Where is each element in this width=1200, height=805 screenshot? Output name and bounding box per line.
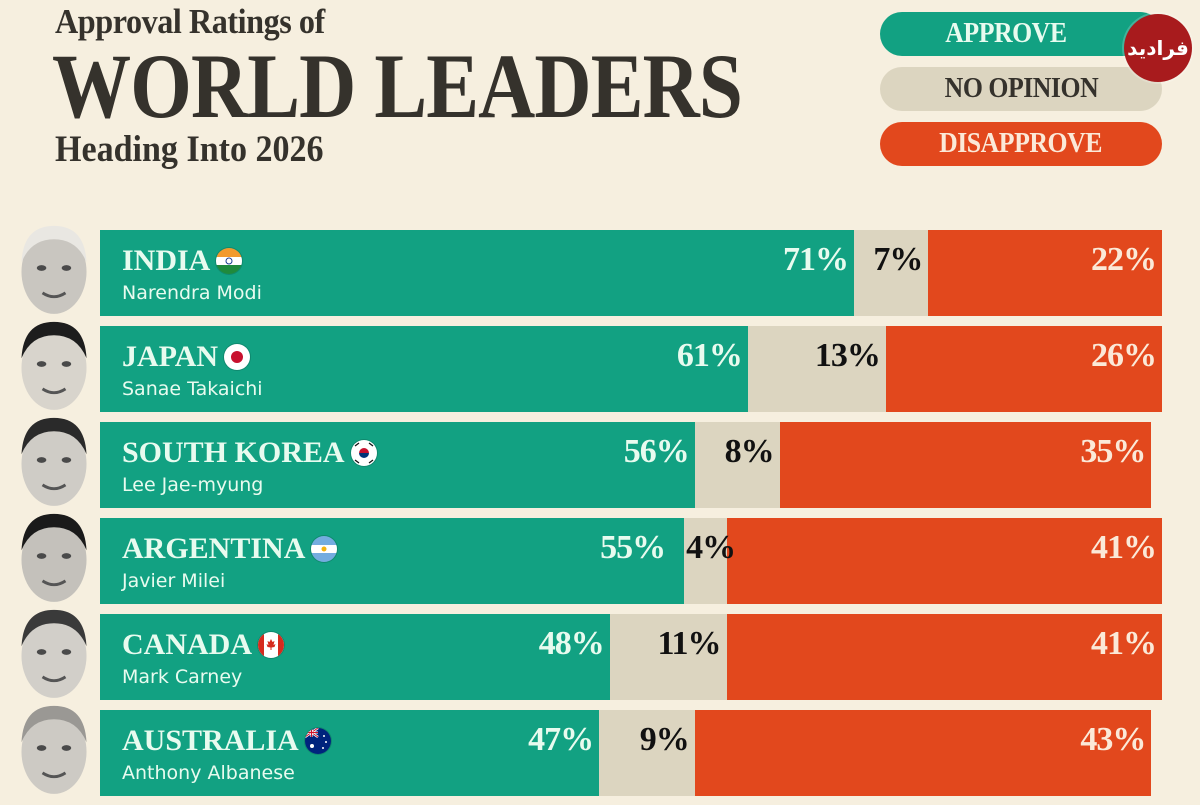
leader-name: Javier Milei bbox=[122, 570, 226, 592]
country-label: INDIA bbox=[122, 244, 211, 277]
disapprove-bar: 26% bbox=[885, 326, 1162, 412]
country-name: ARGENTINA bbox=[122, 532, 338, 566]
row-label: JAPAN Sanae Takaichi bbox=[122, 340, 263, 402]
row-label: AUSTRALIA Anthony Albanese bbox=[122, 724, 331, 786]
title-subtitle: Heading Into 2026 bbox=[55, 129, 324, 170]
no-opinion-value-label: 7% bbox=[873, 241, 923, 278]
canada-flag-icon bbox=[258, 632, 284, 658]
disapprove-bar: 22% bbox=[928, 230, 1162, 316]
bar-row-japan: 61% 13% 26% JAPAN Sanae Takaichi bbox=[100, 326, 1162, 412]
country-name: INDIA bbox=[122, 244, 262, 278]
country-name: CANADA bbox=[122, 628, 284, 662]
row-label: INDIA Narendra Modi bbox=[122, 244, 262, 306]
australia-flag-icon bbox=[304, 728, 331, 754]
no-opinion-bar: 13% bbox=[747, 326, 886, 412]
india-flag-icon bbox=[216, 248, 243, 274]
legend-disapprove-label: DISAPPROVE bbox=[939, 128, 1103, 159]
approve-bar: 56% bbox=[100, 422, 695, 508]
no-opinion-value-label: 11% bbox=[657, 625, 721, 662]
bar-row-argentina: 55% 4% 41% ARGENTINA Javier Milei bbox=[100, 518, 1162, 604]
country-label: AUSTRALIA bbox=[122, 724, 299, 757]
no-opinion-bar: 8% bbox=[694, 422, 780, 508]
no-opinion-value-label: 9% bbox=[639, 721, 690, 758]
approve-value-label: 48% bbox=[538, 625, 605, 662]
country-label: SOUTH KOREA bbox=[122, 436, 345, 469]
leader-portrait-icon bbox=[10, 696, 98, 800]
approve-value-label: 56% bbox=[623, 433, 690, 470]
disapprove-bar: 43% bbox=[694, 710, 1152, 796]
argentina-flag-icon bbox=[311, 536, 338, 562]
page-title: WORLD LEADERS bbox=[52, 35, 743, 137]
disapprove-value-label: 41% bbox=[1090, 625, 1157, 662]
leader-portrait-icon bbox=[10, 216, 98, 320]
no-opinion-value-label: 13% bbox=[814, 337, 881, 374]
approve-value-label: 47% bbox=[528, 721, 594, 758]
disapprove-bar: 35% bbox=[779, 422, 1152, 508]
disapprove-value-label: 35% bbox=[1080, 433, 1146, 470]
south-korea-flag-icon bbox=[350, 440, 377, 466]
disapprove-value-label: 22% bbox=[1090, 241, 1157, 278]
watermark-text: فرادید bbox=[1127, 36, 1189, 60]
no-opinion-bar: 9% bbox=[599, 710, 695, 796]
no-opinion-bar: 7% bbox=[854, 230, 929, 316]
legend-approve-label: APPROVE bbox=[945, 18, 1067, 49]
approve-value-label: 71% bbox=[783, 241, 849, 278]
leader-name: Mark Carney bbox=[122, 666, 243, 688]
approve-bar: 48% bbox=[100, 614, 610, 700]
disapprove-value-label: 26% bbox=[1090, 337, 1157, 374]
title-line-1: Approval Ratings of bbox=[55, 2, 325, 41]
no-opinion-bar: 11% bbox=[609, 614, 727, 700]
approve-bar: 47% bbox=[100, 710, 600, 796]
legend-no-opinion: NO OPINION bbox=[880, 67, 1162, 111]
row-label: ARGENTINA Javier Milei bbox=[122, 532, 338, 594]
legend-disapprove: DISAPPROVE bbox=[880, 122, 1162, 166]
row-label: SOUTH KOREA Lee Jae-myung bbox=[122, 436, 377, 498]
leader-name: Lee Jae-myung bbox=[122, 474, 264, 496]
disapprove-bar: 41% bbox=[726, 614, 1162, 700]
leader-portrait-icon bbox=[10, 600, 98, 704]
faradeed-logo-icon: فرادید bbox=[1124, 14, 1192, 82]
disapprove-value-label: 41% bbox=[1090, 529, 1157, 566]
bar-row-canada: 48% 11% 41% CANADA Mark Carney bbox=[100, 614, 1162, 700]
chart-legend: APPROVE NO OPINION DISAPPROVE bbox=[880, 12, 1162, 177]
approve-value-label: 55% bbox=[600, 529, 666, 566]
legend-approve: APPROVE bbox=[880, 12, 1162, 56]
leader-portrait-icon bbox=[10, 504, 98, 608]
approve-bar: 55% bbox=[100, 518, 685, 604]
no-opinion-value-label: 4% bbox=[686, 529, 736, 566]
country-label: CANADA bbox=[122, 628, 252, 661]
approve-bar: 61% bbox=[100, 326, 748, 412]
japan-flag-icon bbox=[224, 344, 251, 370]
country-name: JAPAN bbox=[122, 340, 263, 374]
leader-name: Sanae Takaichi bbox=[122, 378, 263, 400]
disapprove-bar: 41% bbox=[726, 518, 1162, 604]
legend-no-opinion-label: NO OPINION bbox=[944, 73, 1098, 104]
disapprove-value-label: 43% bbox=[1080, 721, 1146, 758]
bar-row-australia: 47% 9% 43% AUSTRALIA Anthony Albanese bbox=[100, 710, 1162, 796]
country-name: AUSTRALIA bbox=[122, 724, 331, 758]
approve-value-label: 61% bbox=[676, 337, 743, 374]
bar-row-india: 71% 7% 22% INDIA Narendra Modi bbox=[100, 230, 1162, 316]
leader-name: Narendra Modi bbox=[122, 282, 262, 304]
leader-portrait-icon bbox=[10, 408, 98, 512]
row-label: CANADA Mark Carney bbox=[122, 628, 284, 690]
leader-portrait-icon bbox=[10, 312, 98, 416]
country-label: JAPAN bbox=[122, 340, 219, 373]
country-label: ARGENTINA bbox=[122, 532, 306, 565]
leader-name: Anthony Albanese bbox=[122, 762, 295, 784]
bar-row-south-korea: 56% 8% 35% SOUTH KOREA Lee Jae-myung bbox=[100, 422, 1162, 508]
country-name: SOUTH KOREA bbox=[122, 436, 377, 470]
no-opinion-value-label: 8% bbox=[724, 433, 775, 470]
no-opinion-bar: 4% bbox=[684, 518, 736, 604]
